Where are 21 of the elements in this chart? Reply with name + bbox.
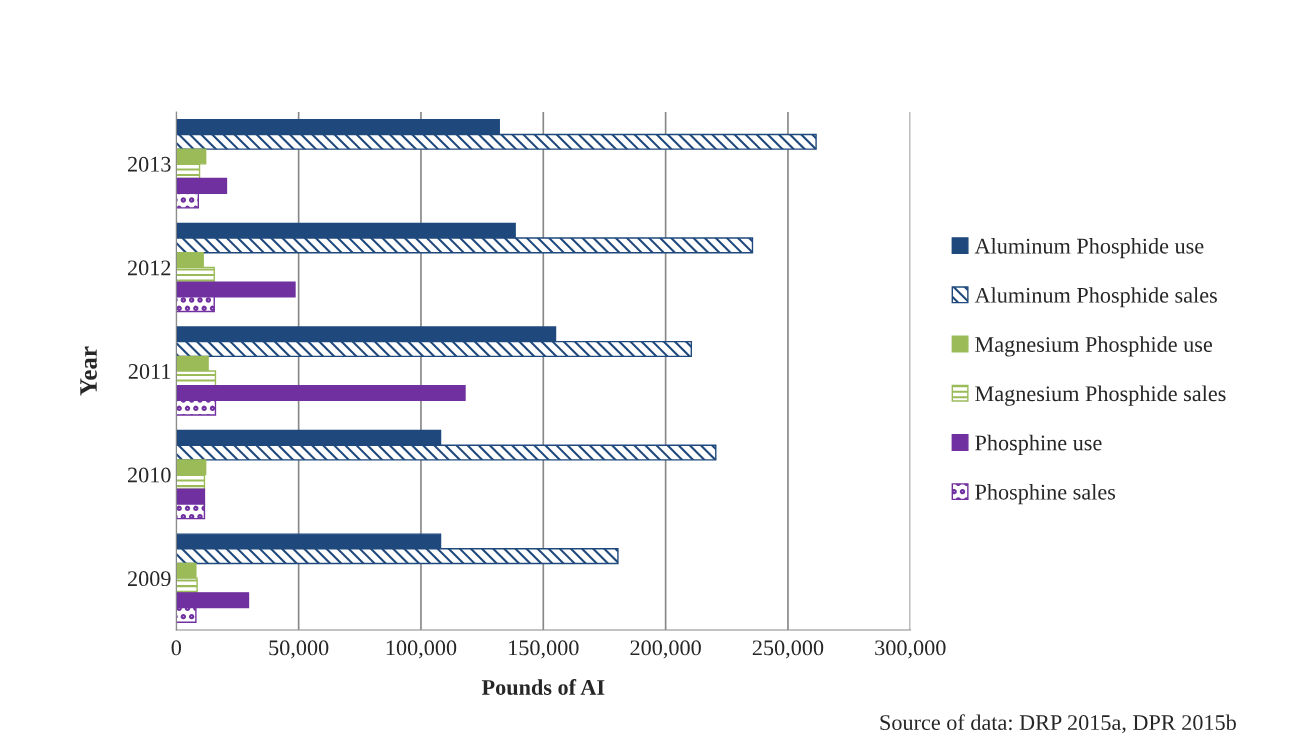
x-axis-title: Pounds of AI	[481, 679, 605, 695]
y-tick-label: 2012	[127, 260, 171, 276]
y-axis-title: Year	[80, 346, 97, 396]
legend-label: Phosphine sales	[975, 484, 1116, 505]
y-tick-label: 2009	[127, 571, 171, 587]
x-tick-label: 150,000	[509, 640, 579, 659]
legend-label: Aluminum Phosphide sales	[974, 287, 1217, 308]
y-tick-label: 2010	[127, 467, 171, 483]
x-tick-label: 300,000	[875, 640, 946, 659]
x-tick-label: 250,000	[752, 640, 824, 659]
x-tick-label: 200,000	[630, 640, 701, 659]
legend-label: Magnesium Phosphide sales	[975, 385, 1226, 406]
x-tick-label: 0	[171, 640, 182, 656]
legend-label: Aluminum Phosphide use	[974, 237, 1204, 259]
y-tick-label: 2011	[128, 363, 171, 379]
y-tick-label: 2013	[127, 156, 171, 172]
x-tick-label: 100,000	[386, 640, 457, 659]
source-note: Source of data: DRP 2015a, DPR 2015b	[880, 714, 1236, 734]
legend-label: Phosphine use	[975, 434, 1102, 455]
legend-label: Magnesium Phosphide use	[975, 336, 1213, 357]
x-tick-label: 50,000	[269, 640, 329, 659]
